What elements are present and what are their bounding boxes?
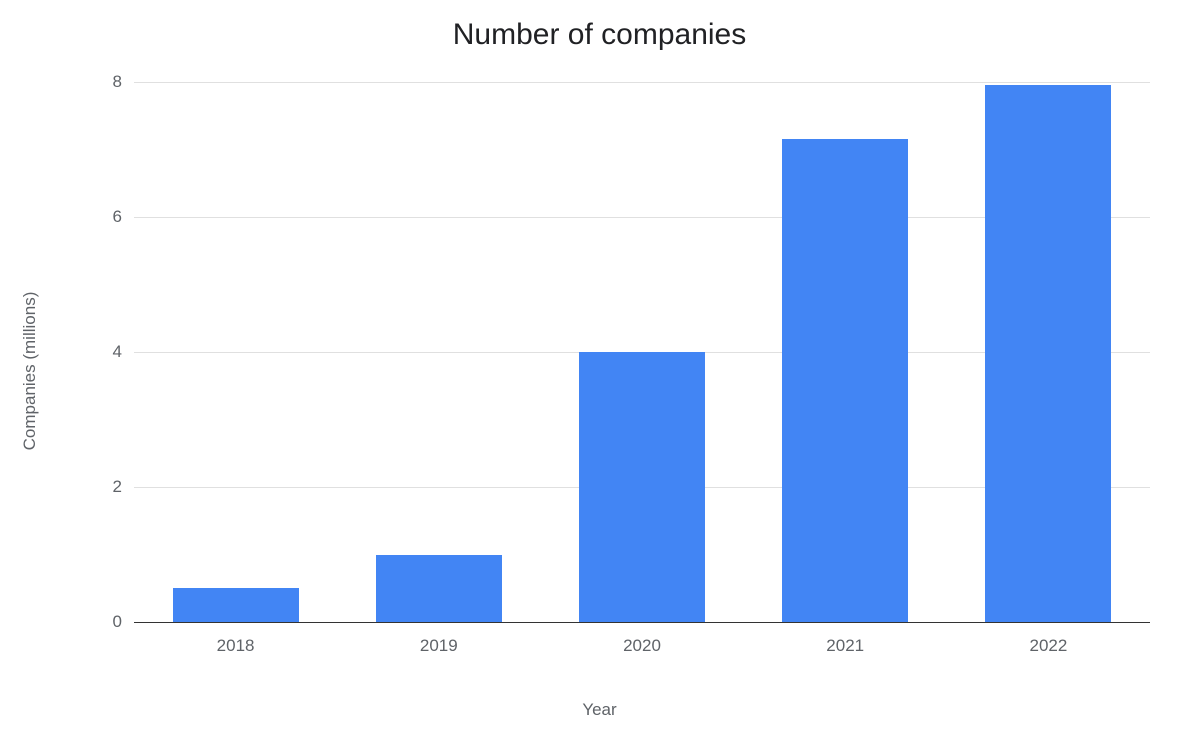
y-tick-label: 6 — [113, 207, 134, 227]
x-tick-label: 2019 — [420, 622, 458, 656]
bar-slot: 2018 — [134, 82, 337, 622]
bar — [376, 555, 502, 623]
bars: 20182019202020212022 — [134, 82, 1150, 622]
bar-slot: 2021 — [744, 82, 947, 622]
bar-slot: 2019 — [337, 82, 540, 622]
bar-slot: 2022 — [947, 82, 1150, 622]
x-tick-label: 2018 — [217, 622, 255, 656]
x-axis-label: Year — [0, 700, 1199, 720]
bar — [782, 139, 908, 622]
companies-bar-chart: Number of companies Companies (millions)… — [0, 0, 1199, 742]
bar — [173, 588, 299, 622]
chart-title: Number of companies — [0, 18, 1199, 52]
plot-area: 02468 20182019202020212022 — [134, 82, 1150, 622]
x-tick-label: 2022 — [1029, 622, 1067, 656]
x-tick-label: 2020 — [623, 622, 661, 656]
x-tick-label: 2021 — [826, 622, 864, 656]
y-tick-label: 4 — [113, 342, 134, 362]
bar — [579, 352, 705, 622]
y-tick-label: 0 — [113, 612, 134, 632]
y-tick-label: 8 — [113, 72, 134, 92]
bar-slot: 2020 — [540, 82, 743, 622]
y-axis-label: Companies (millions) — [20, 292, 40, 451]
y-tick-label: 2 — [113, 477, 134, 497]
bar — [985, 85, 1111, 622]
